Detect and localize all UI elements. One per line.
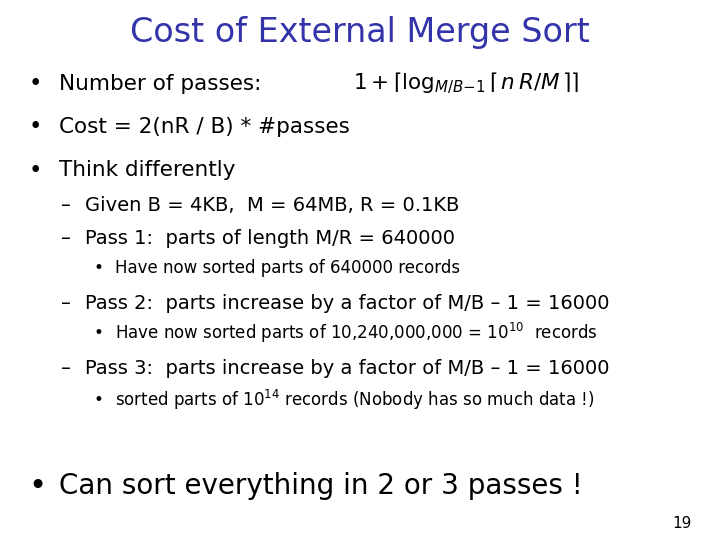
Text: Can sort everything in 2 or 3 passes !: Can sort everything in 2 or 3 passes ! — [59, 472, 583, 500]
Text: Cost of External Merge Sort: Cost of External Merge Sort — [130, 16, 590, 49]
Text: 19: 19 — [672, 516, 691, 531]
Text: –: – — [61, 229, 71, 248]
Text: •: • — [29, 159, 42, 181]
Text: Have now sorted parts of 10,240,000,000 = 10$^{10}$  records: Have now sorted parts of 10,240,000,000 … — [115, 321, 598, 345]
Text: Think differently: Think differently — [59, 160, 235, 180]
Text: Pass 3:  parts increase by a factor of M/B – 1 = 16000: Pass 3: parts increase by a factor of M/… — [85, 359, 609, 378]
Text: Given B = 4KB,  M = 64MB, R = 0.1KB: Given B = 4KB, M = 64MB, R = 0.1KB — [85, 195, 459, 215]
Text: •: • — [94, 390, 104, 409]
Text: Cost = 2(nR / B) * #passes: Cost = 2(nR / B) * #passes — [59, 117, 350, 137]
Text: –: – — [61, 195, 71, 215]
Text: Number of passes:: Number of passes: — [59, 73, 261, 94]
Text: $1+\lceil\log_{M/B-1}\lceil\,\mathit{n}\,R/M\,\rceil\rceil$: $1+\lceil\log_{M/B-1}\lceil\,\mathit{n}\… — [353, 71, 579, 96]
Text: –: – — [61, 294, 71, 313]
Text: Pass 1:  parts of length M/R = 640000: Pass 1: parts of length M/R = 640000 — [85, 229, 455, 248]
Text: •: • — [29, 116, 42, 138]
Text: sorted parts of 10$^{14}$ records (Nobody has so much data !): sorted parts of 10$^{14}$ records (Nobod… — [115, 388, 595, 411]
Text: •: • — [29, 72, 42, 95]
Text: Pass 2:  parts increase by a factor of M/B – 1 = 16000: Pass 2: parts increase by a factor of M/… — [85, 294, 609, 313]
Text: •: • — [29, 471, 47, 501]
Text: •: • — [94, 259, 104, 278]
Text: •: • — [94, 324, 104, 342]
Text: –: – — [61, 359, 71, 378]
Text: Have now sorted parts of 640000 records: Have now sorted parts of 640000 records — [115, 259, 460, 278]
